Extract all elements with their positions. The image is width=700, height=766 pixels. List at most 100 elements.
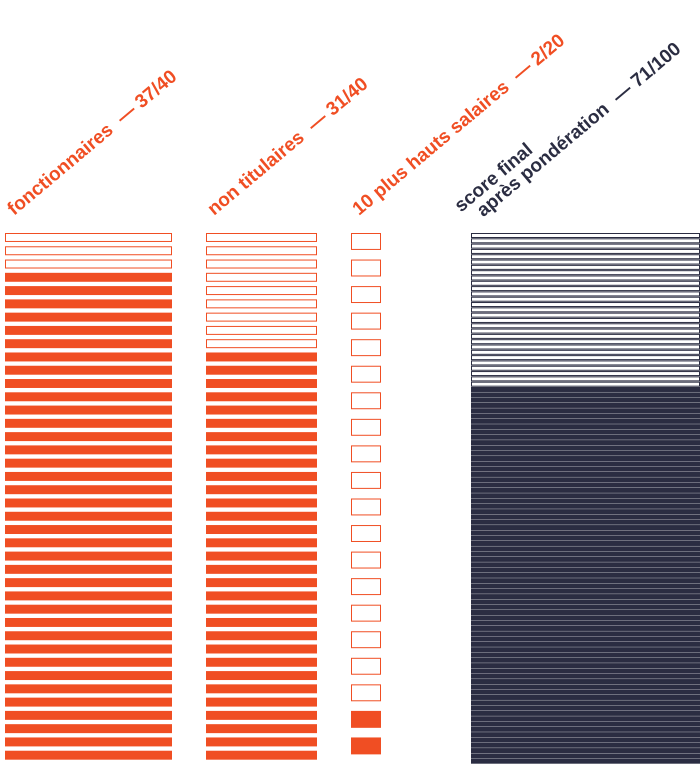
unit-bar-filled	[5, 697, 172, 707]
unit-bar-empty	[206, 246, 317, 256]
unit-bar-empty	[5, 259, 172, 269]
unit-bar-filled	[471, 450, 700, 456]
unit-bar-filled	[471, 594, 700, 600]
heading-non-titulaires: non titulaires — 31/40	[204, 74, 373, 220]
score-non-titulaires: 31/40	[322, 74, 372, 121]
unit-bar-filled	[206, 365, 317, 375]
heading-score-final: score final après pondération — 71/100	[451, 25, 686, 231]
unit-bar-empty	[351, 233, 381, 250]
unit-bar-empty	[471, 254, 700, 260]
unit-bar-filled	[471, 758, 700, 764]
unit-bar-empty	[471, 280, 700, 286]
unit-bar-filled	[471, 546, 700, 552]
unit-bar-filled	[471, 742, 700, 748]
unit-bar-empty	[206, 325, 317, 335]
unit-bar-empty	[351, 551, 381, 569]
unit-bar-empty	[5, 246, 172, 256]
bars-fonctionnaires	[5, 233, 172, 760]
unit-bar-filled	[471, 647, 700, 653]
column-label-ponderation: après pondération	[473, 99, 613, 222]
unit-bar-filled	[471, 434, 700, 440]
unit-bar-filled	[5, 671, 172, 681]
unit-bar-filled	[471, 694, 700, 700]
unit-bar-filled	[471, 562, 700, 568]
unit-bar-filled	[5, 591, 172, 601]
unit-bar-empty	[351, 312, 381, 330]
unit-bar-filled	[5, 352, 172, 362]
unit-bar-empty	[471, 264, 700, 270]
unit-bar-filled	[471, 583, 700, 589]
unit-bar-filled	[206, 538, 317, 548]
unit-bar-empty	[471, 233, 700, 238]
unit-bar-filled	[206, 750, 317, 760]
unit-bar-empty	[471, 248, 700, 254]
unit-bar-filled	[471, 456, 700, 462]
unit-bar-filled	[471, 610, 700, 616]
unit-bar-filled	[206, 657, 317, 667]
unit-bar-empty	[471, 275, 700, 281]
unit-bar-filled	[471, 386, 700, 392]
heading-hauts-salaires: 10 plus hauts salaires — 2/20	[349, 30, 569, 220]
unit-bar-filled	[471, 657, 700, 663]
unit-bar-filled	[206, 591, 317, 601]
unit-bar-empty	[206, 233, 317, 242]
unit-bar-filled	[471, 424, 700, 430]
unit-bar-filled	[471, 572, 700, 578]
unit-bar-empty	[471, 286, 700, 292]
unit-bar-filled	[5, 750, 172, 760]
unit-bar-filled	[471, 408, 700, 414]
unit-bar-empty	[471, 259, 700, 265]
unit-bar-filled	[471, 471, 700, 477]
unit-bar-filled	[471, 509, 700, 515]
unit-bar-filled	[206, 432, 317, 442]
unit-bar-empty	[471, 291, 700, 297]
unit-bar-filled	[471, 753, 700, 759]
unit-bar-filled	[471, 413, 700, 419]
unit-bar-filled	[471, 673, 700, 679]
unit-bar-filled	[471, 641, 700, 647]
unit-bar-empty	[351, 259, 381, 277]
unit-bar-filled	[471, 530, 700, 536]
unit-bar-filled	[351, 737, 381, 755]
unit-bar-empty	[471, 243, 700, 249]
unit-bar-filled	[206, 578, 317, 588]
unit-bar-filled	[471, 588, 700, 594]
unit-bar-filled	[206, 604, 317, 614]
unit-bar-filled	[471, 721, 700, 727]
unit-bar-empty	[471, 317, 700, 323]
unit-bar-filled	[471, 429, 700, 435]
unit-bar-filled	[471, 599, 700, 605]
unit-bar-filled	[471, 710, 700, 716]
unit-bar-empty	[351, 498, 381, 516]
unit-bar-filled	[471, 631, 700, 637]
unit-bar-filled	[471, 726, 700, 732]
svg-text:score final après pondér: score final après pondération — 71/100	[451, 25, 686, 231]
unit-bar-filled	[5, 405, 172, 415]
unit-bar-filled	[206, 631, 317, 641]
unit-bar-filled	[206, 525, 317, 535]
unit-bar-filled	[351, 710, 381, 728]
unit-bar-filled	[471, 620, 700, 626]
unit-bar-filled	[206, 352, 317, 362]
unit-bar-empty	[471, 270, 700, 276]
unit-bar-filled	[5, 511, 172, 521]
unit-bar-filled	[471, 556, 700, 562]
unit-bar-empty	[471, 355, 700, 361]
unit-bar-filled	[471, 519, 700, 525]
unit-bar-empty	[351, 578, 381, 596]
unit-bar-filled	[471, 540, 700, 546]
column-label-non-titulaires: non titulaires	[204, 127, 309, 220]
unit-bar-filled	[5, 299, 172, 309]
unit-bar-empty	[206, 299, 317, 309]
unit-bar-filled	[5, 418, 172, 428]
unit-bar-empty	[471, 365, 700, 371]
unit-bar-filled	[471, 652, 700, 658]
unit-bar-filled	[206, 737, 317, 747]
unit-bar-filled	[206, 498, 317, 508]
bars-non-titulaires	[206, 233, 317, 760]
unit-bar-filled	[471, 514, 700, 520]
unit-bar-filled	[471, 567, 700, 573]
unit-bar-filled	[206, 617, 317, 627]
unit-bar-filled	[5, 604, 172, 614]
